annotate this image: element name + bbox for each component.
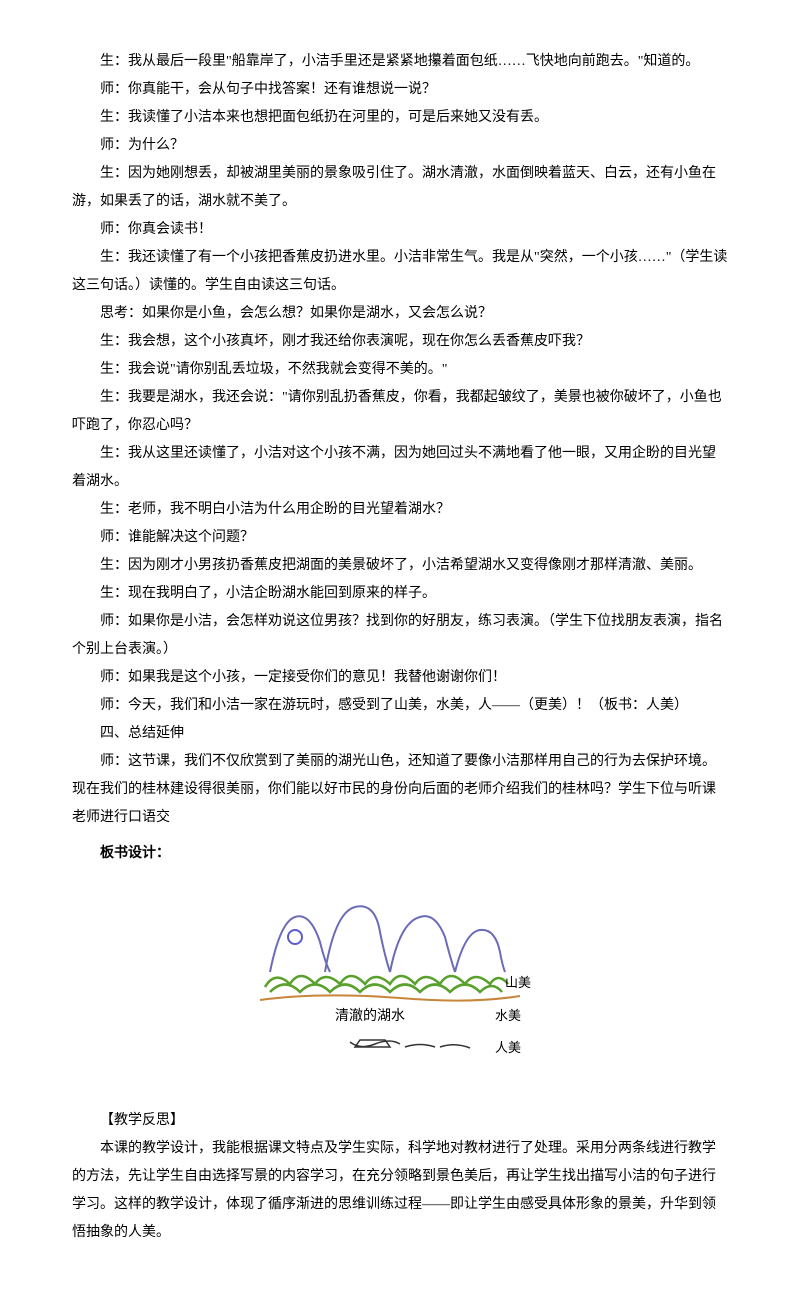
dialogue-line: 师：为什么？ [72,132,728,160]
dialogue-line: 师：如果我是这个小孩，一定接受你们的意见！我替他谢谢你们！ [72,664,728,692]
dialogue-line: 师：这节课，我们不仅欣赏到了美丽的湖光山色，还知道了要像小洁那样用自己的行为去保… [72,748,728,832]
svg-text:清澈的湖水: 清澈的湖水 [335,1008,405,1024]
dialogue-line: 师：你真能干，会从句子中找答案！还有谁想说一说？ [72,76,728,104]
svg-text:水美: 水美 [495,1008,521,1023]
svg-text:山美: 山美 [505,975,531,990]
board-diagram: 清澈的湖水 山美水美人美 [72,892,728,1083]
dialogue-line: 生：我会说"请你别乱丢垃圾，不然我就会变得不美的。" [72,356,728,384]
board-design-heading: 板书设计： [72,840,728,868]
dialogue-line: 师：谁能解决这个问题？ [72,524,728,552]
dialogue-line: 生：我还读懂了有一个小孩把香蕉皮扔进水里。小洁非常生气。我是从"突然，一个小孩…… [72,244,728,300]
dialogue-line: 四、总结延伸 [72,720,728,748]
dialogue-line: 生：因为刚才小男孩扔香蕉皮把湖面的美景破坏了，小洁希望湖水又变得像刚才那样清澈、… [72,552,728,580]
dialogue-line: 生：老师，我不明白小洁为什么用企盼的目光望着湖水？ [72,496,728,524]
dialogue-line: 师：今天，我们和小洁一家在游玩时，感受到了山美，水美，人——（更美）！（板书：人… [72,692,728,720]
dialogue-line: 生：我从这里还读懂了，小洁对这个小孩不满，因为她回过头不满地看了他一眼，又用企盼… [72,440,728,496]
dialogue-line: 生：我从最后一段里"船靠岸了，小洁手里还是紧紧地攥着面包纸……飞快地向前跑去。"… [72,48,728,76]
dialogue-line: 生：我要是湖水，我还会说："请你别乱扔香蕉皮，你看，我都起皱纹了，美景也被你破坏… [72,384,728,440]
dialogue-line: 生：我读懂了小洁本来也想把面包纸扔在河里的，可是后来她又没有丢。 [72,104,728,132]
dialogue-line: 师：你真会读书！ [72,216,728,244]
dialogue-line: 生：我会想，这个小孩真坏，刚才我还给你表演呢，现在你怎么丢香蕉皮吓我？ [72,328,728,356]
dialogue-line: 师：如果你是小洁，会怎样劝说这位男孩？找到你的好朋友，练习表演。（学生下位找朋友… [72,608,728,664]
svg-text:人美: 人美 [495,1040,521,1055]
reflection-heading: 【教学反思】 [72,1107,728,1135]
dialogue-line: 生：因为她刚想丢，却被湖里美丽的景象吸引住了。湖水清澈，水面倒映着蓝天、白云，还… [72,160,728,216]
reflection-body: 本课的教学设计，我能根据课文特点及学生实际，科学地对教材进行了处理。采用分两条线… [72,1135,728,1247]
lake-mountain-illustration: 清澈的湖水 山美水美人美 [240,892,560,1072]
dialogue-line: 思考：如果你是小鱼，会怎么想？如果你是湖水，又会怎么说？ [72,300,728,328]
dialogue-line: 生：现在我明白了，小洁企盼湖水能回到原来的样子。 [72,580,728,608]
dialogue-block: 生：我从最后一段里"船靠岸了，小洁手里还是紧紧地攥着面包纸……飞快地向前跑去。"… [72,48,728,832]
